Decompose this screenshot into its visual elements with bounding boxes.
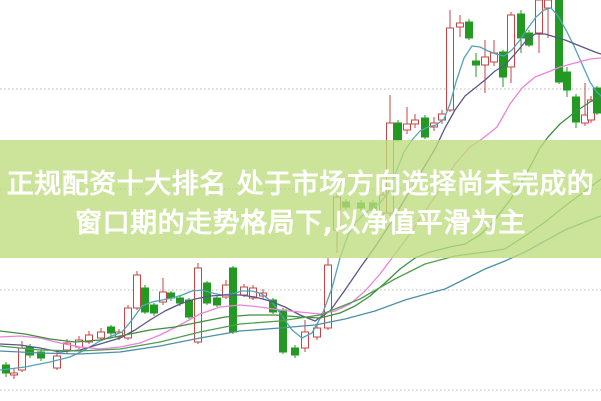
candle-down bbox=[499, 51, 507, 78]
candle-down bbox=[107, 326, 115, 334]
headline-banner: 正规配资十大排名 处于市场方向选择尚未完成的 窗口期的走势格局下,以净值平滑为主 bbox=[0, 140, 601, 258]
headline-line-1: 正规配资十大排名 处于市场方向选择尚未完成的 bbox=[6, 169, 595, 200]
candle-up bbox=[194, 267, 202, 343]
candle-down bbox=[472, 60, 480, 66]
ma-magenta-line bbox=[0, 57, 601, 350]
candle-up bbox=[313, 327, 321, 338]
candle-down bbox=[229, 267, 237, 333]
candle-up bbox=[403, 123, 411, 131]
candle-down bbox=[394, 122, 402, 141]
candle-down bbox=[185, 299, 193, 318]
candle-up bbox=[85, 334, 93, 343]
candle-up bbox=[446, 27, 454, 111]
candle-down bbox=[465, 21, 473, 39]
candle-down bbox=[563, 71, 571, 91]
candle-up bbox=[97, 331, 105, 339]
candle-down bbox=[291, 347, 299, 356]
candle-up bbox=[301, 331, 309, 349]
candle-up bbox=[481, 56, 489, 66]
candle-down bbox=[150, 304, 158, 314]
candle-up bbox=[507, 14, 515, 68]
candle-up bbox=[535, 0, 543, 34]
headline-line-2: 窗口期的走势格局下,以净值平滑为主 bbox=[75, 208, 526, 239]
candle-down bbox=[141, 287, 149, 313]
candle-up bbox=[124, 307, 132, 339]
candle-up bbox=[411, 119, 419, 125]
candle-up bbox=[10, 372, 18, 376]
candle-up bbox=[544, 0, 552, 9]
candle-down bbox=[555, 0, 563, 83]
candle-up bbox=[456, 22, 464, 28]
candle-up bbox=[53, 355, 61, 369]
candle-down bbox=[203, 282, 211, 304]
candle-up bbox=[159, 291, 167, 303]
candle-down bbox=[213, 297, 221, 306]
candle-up bbox=[63, 342, 71, 351]
candle-down bbox=[37, 351, 45, 359]
ma-mid-purple-line bbox=[0, 33, 601, 353]
candle-up bbox=[324, 264, 332, 329]
candle-down bbox=[176, 297, 184, 304]
candle-down bbox=[269, 299, 277, 313]
candle-up bbox=[133, 274, 141, 309]
